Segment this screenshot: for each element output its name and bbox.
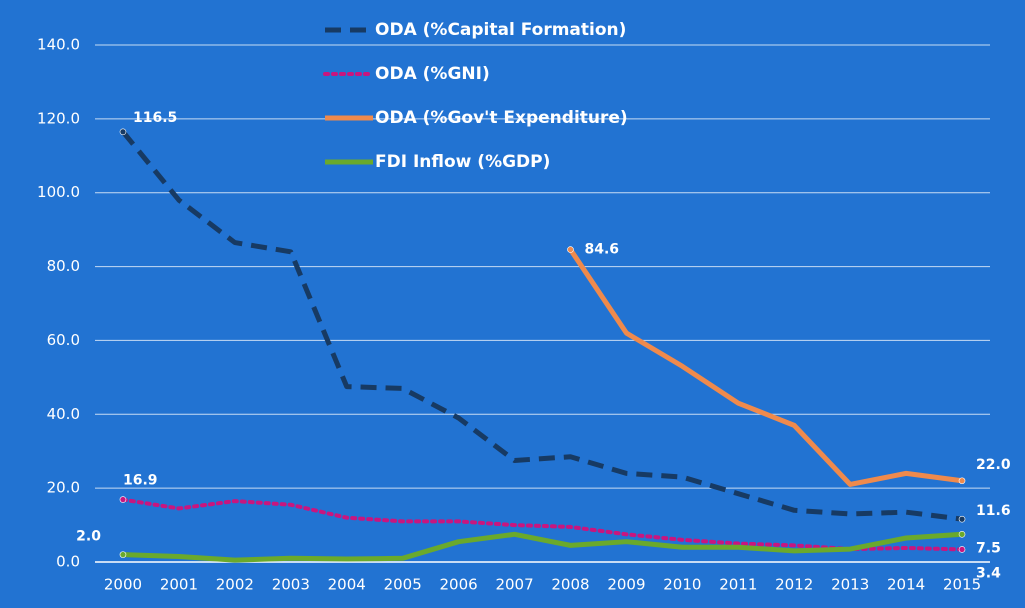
- y-tick-label: 0.0: [56, 553, 80, 571]
- x-tick-label: 2002: [216, 576, 254, 594]
- legend-label: ODA (%Capital Formation): [375, 20, 626, 40]
- series-line: [120, 497, 965, 552]
- legend-label: FDI Inflow (%GDP): [375, 152, 550, 172]
- data-label: 22.0: [976, 457, 1011, 473]
- y-tick-label: 60.0: [47, 331, 80, 349]
- series-line: [122, 531, 963, 563]
- data-label: 3.4: [976, 565, 1001, 581]
- point-marker: [958, 546, 966, 553]
- x-tick-label: 2001: [160, 576, 198, 594]
- x-tick-label: 2010: [663, 576, 701, 594]
- x-tick-label: 2005: [384, 576, 422, 594]
- point-marker: [958, 477, 966, 485]
- point-marker: [119, 128, 127, 136]
- x-tick-label: 2012: [775, 576, 813, 594]
- x-tick-label: 2000: [104, 576, 142, 594]
- x-tick-label: 2015: [943, 576, 981, 594]
- x-tick-label: 2009: [607, 576, 645, 594]
- data-label: 16.9: [123, 473, 158, 489]
- y-tick-label: 140.0: [37, 36, 80, 54]
- x-tick-label: 2013: [831, 576, 869, 594]
- y-tick-label: 100.0: [37, 183, 80, 201]
- data-label: 11.6: [976, 503, 1011, 519]
- data-label: 2.0: [76, 529, 101, 545]
- x-tick-label: 2008: [551, 576, 589, 594]
- x-tick-label: 2003: [272, 576, 310, 594]
- point-marker: [958, 515, 966, 523]
- x-tick-label: 2007: [495, 576, 533, 594]
- point-marker: [958, 531, 966, 538]
- legend-label: ODA (%GNI): [375, 64, 490, 84]
- x-tick-label: 2006: [440, 576, 478, 594]
- legend-label: ODA (%Gov't Expenditure): [375, 108, 628, 128]
- y-tick-label: 20.0: [47, 479, 80, 497]
- data-label: 7.5: [976, 540, 1001, 556]
- y-tick-label: 40.0: [47, 405, 80, 423]
- point-marker: [567, 246, 574, 253]
- point-marker: [119, 496, 127, 503]
- y-tick-label: 120.0: [37, 109, 80, 127]
- series-line: [568, 248, 963, 487]
- data-label: 116.5: [133, 110, 177, 126]
- y-tick-label: 80.0: [47, 257, 80, 275]
- data-label: 84.6: [584, 242, 619, 258]
- x-tick-label: 2004: [328, 576, 366, 594]
- point-marker: [119, 551, 127, 558]
- x-tick-label: 2014: [887, 576, 925, 594]
- x-tick-label: 2011: [719, 576, 757, 594]
- series-line: [121, 130, 963, 522]
